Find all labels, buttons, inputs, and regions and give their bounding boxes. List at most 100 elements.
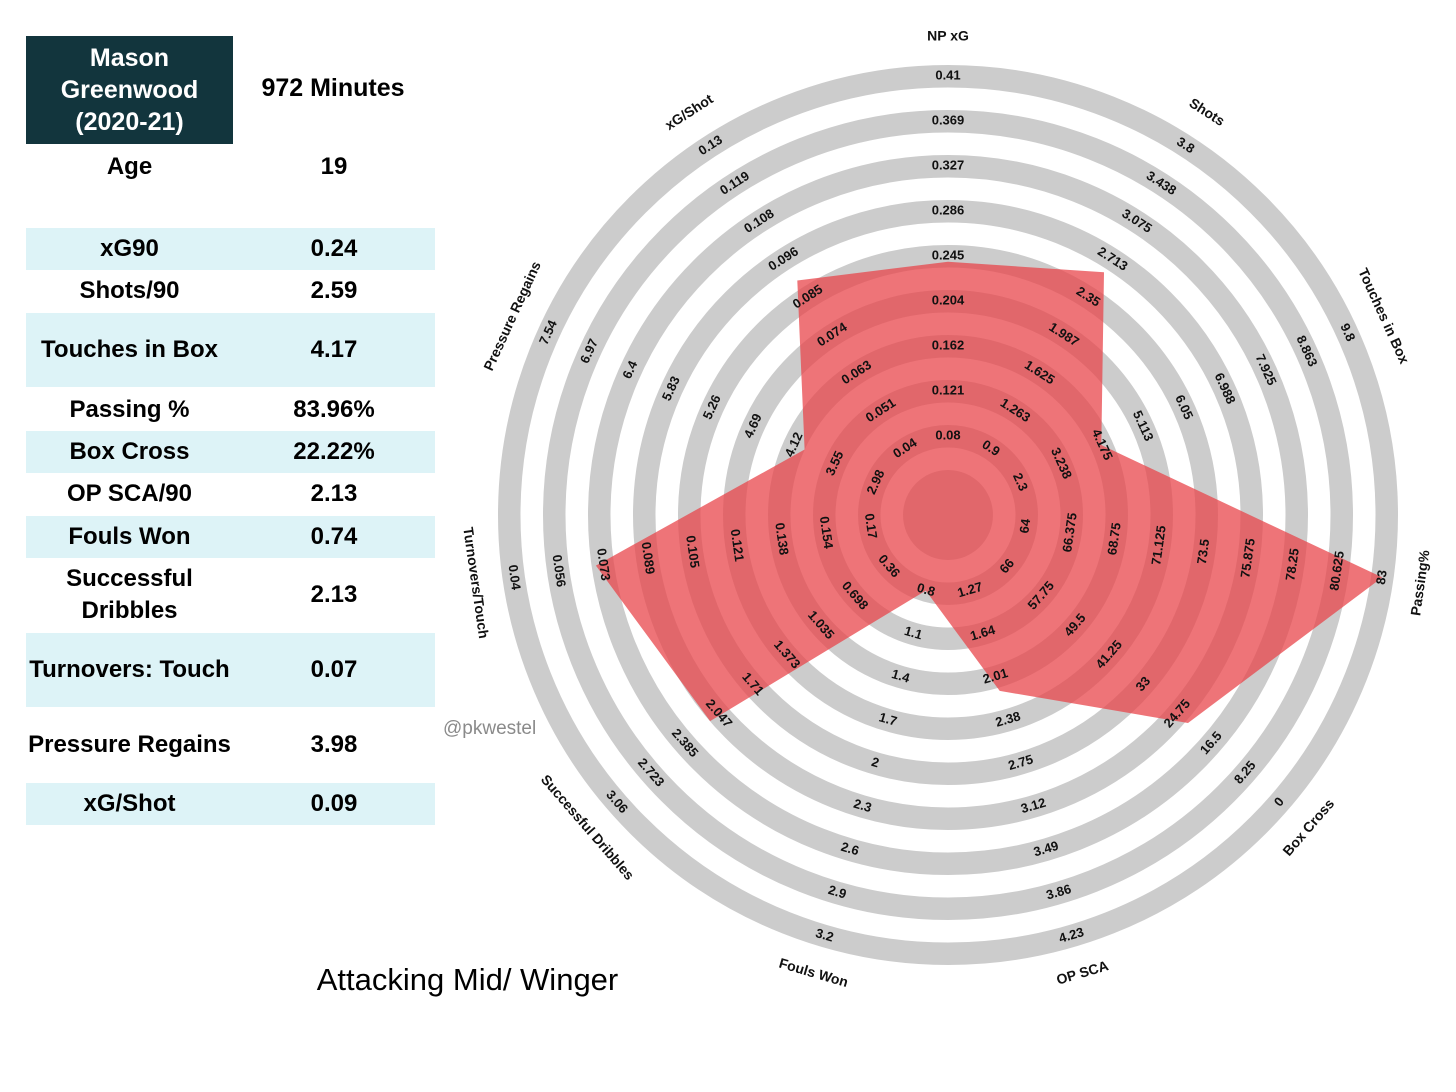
radar-tick-label: 0.121 [728,528,747,562]
radar-tick-label: 0.089 [639,541,658,575]
radar-tick-label: 6.4 [619,358,640,381]
radar-tick-label: 80.625 [1326,550,1347,591]
stat-value: 0.74 [310,523,358,550]
stat-value: 0.09 [310,790,358,817]
stat-row: xG/Shot 0.09 [26,783,435,825]
radar-axis-label: NP xG [927,28,969,44]
radar-axis-label: Passing% [1407,548,1432,616]
radar-chart: 0.08 0.121 0.162 0.204 0.245 0.286 0.327 0.369 0… [460,28,1432,990]
stat-row: Successful Dribbles 2.13 [26,558,435,632]
radar-axis-label: OP SCA [1054,957,1110,987]
radar-tick-label: 0.04 [505,564,524,592]
radar-tick-label: 68.75 [1104,522,1123,556]
radar-tick-label: 9.8 [1337,321,1358,344]
radar-tick-label: 71.125 [1148,525,1169,566]
watermark: @pkwestel [443,718,537,739]
player-name-line: Greenwood [60,76,199,104]
age-label: Age [106,153,153,180]
radar-tick-label: 3.12 [1019,795,1048,817]
stat-label: Turnovers: Touch [29,656,230,683]
radar-tick-label: 0.245 [932,248,965,263]
stat-value: 2.13 [310,581,358,608]
stat-label: Shots/90 [79,277,180,304]
stat-row: Passing % 83.96% [26,389,435,431]
radar-tick-label: 1.4 [890,666,912,686]
radar-tick-label: 3.86 [1044,881,1073,903]
stat-row: Box Cross 22.22% [26,431,435,473]
radar-tick-label: 2.3 [852,796,874,815]
stat-row: OP SCA/90 2.13 [26,473,435,515]
stat-label: Box Cross [69,438,190,465]
stat-value: 0.07 [310,656,358,683]
radar-tick-label: 0.41 [935,68,960,83]
player-name-line: Mason [89,44,170,72]
stat-row: Fouls Won 0.74 [26,516,435,558]
radar-axis-label: Shots [1186,95,1228,130]
stat-value: 2.59 [310,277,358,304]
radar-axis-label: Successful Dribbles [538,771,638,883]
radar-tick-label: 83 [1373,569,1390,585]
radar-ring [588,155,1308,875]
radar-tick-label: 2.38 [994,708,1023,730]
radar-axis-label: xG/Shot [662,90,716,133]
player-role: Attacking Mid/ Winger [316,962,619,997]
radar-ring [543,110,1353,920]
radar-tick-label: 0.154 [817,515,837,550]
radar-tick-label: 0.327 [932,158,965,173]
radar-tick-label: 3.2 [814,925,836,944]
radar-tick-label: 0.17 [862,512,880,539]
stat-value: 0.24 [310,235,358,262]
player-season-line: (2020-21) [75,108,184,136]
radar-tick-label: 0.369 [932,113,965,128]
radar-axis-label: Fouls Won [777,955,850,990]
player-name-box: Mason Greenwood (2020-21) [26,36,233,144]
stat-row: Pressure Regains 3.98 [26,707,435,783]
age-row: Age 19 [26,150,435,184]
radar-tick-label: 64 [1016,517,1033,534]
radar-tick-label: 3.49 [1032,838,1061,860]
stat-label: Fouls Won [68,523,191,550]
radar-tick-label: 0.204 [932,293,965,308]
stat-label: Pressure Regains [28,731,231,758]
stat-label: xG90 [100,235,159,262]
radar-tick-label: 0.073 [594,547,613,581]
radar-tick-label: 1.7 [877,709,899,728]
age-value: 19 [320,153,348,180]
radar-tick-label: 2.01 [981,665,1010,687]
stat-value: 4.17 [310,336,358,363]
radar-tick-label: 2.9 [827,882,849,901]
radar-tick-label: 78.25 [1282,547,1301,581]
radar-tick-label: 0.8 [915,580,937,599]
radar-tick-label: 0.08 [935,428,960,443]
stat-row: Shots/90 2.59 [26,270,435,312]
radar-axis-label: Turnovers/Touch [460,526,492,639]
radar-tick-label: 1.27 [956,579,985,601]
radar-tick-label: 2.3 [1010,471,1031,494]
radar-tick-label: 1.64 [968,622,997,644]
radar-tick-label: 66.375 [1059,512,1080,553]
radar-tick-label: 0.121 [932,383,965,398]
radar-ring [498,65,1398,965]
stat-label: OP SCA/90 [67,480,192,507]
radar-tick-label: 2.75 [1006,751,1035,773]
radar-tick-label: 1.1 [903,623,925,642]
stat-label: xG/Shot [83,790,176,817]
stat-row: xG90 0.24 [26,228,435,270]
radar-tick-label: 2.6 [839,839,861,858]
stat-value: 2.13 [310,480,358,507]
stat-label: Successful Dribbles [66,565,193,624]
stat-label: Touches in Box [41,336,218,363]
stat-row: Touches in Box 4.17 [26,313,435,387]
radar-tick-label: 0.162 [932,338,965,353]
stat-value: 83.96% [293,396,375,423]
radar-tick-label: 2 [870,754,881,770]
stat-row: Turnovers: Touch 0.07 [26,633,435,707]
radar-ring [633,200,1263,830]
radar-polygon [595,261,1383,723]
radar-tick-label: 75.875 [1237,537,1258,578]
radar-tick-label: 4.23 [1057,924,1086,946]
stat-value: 22.22% [293,438,375,465]
radar-tick-label: 73.5 [1194,538,1212,565]
minutes-played: 972 Minutes [261,74,405,102]
radar-tick-label: 0.286 [932,203,965,218]
